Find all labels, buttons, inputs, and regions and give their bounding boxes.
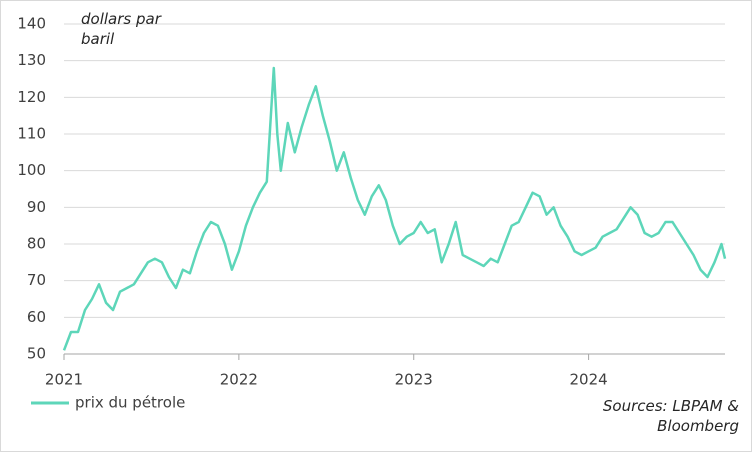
y-tick-label: 100 <box>17 161 46 179</box>
line <box>62 66 727 351</box>
x-tick-label: 2022 <box>220 371 258 389</box>
y-tick-label: 90 <box>27 198 46 216</box>
x-tick-label: 2021 <box>45 371 83 389</box>
y-tick-label: 130 <box>17 51 46 69</box>
legend-label: prix du pétrole <box>75 394 185 412</box>
y-tick-label: 60 <box>27 308 46 326</box>
x-tick-label: 2023 <box>395 371 433 389</box>
y-tick-label: 140 <box>17 15 46 33</box>
y-tick-label: 50 <box>27 345 46 363</box>
y-tick-label: 120 <box>17 88 46 106</box>
source: Sources: LBPAM & Bloomberg <box>602 397 739 435</box>
x-tick-label: 2024 <box>570 371 608 389</box>
y-tick-label: 80 <box>27 235 46 253</box>
y-tick-label: 110 <box>17 125 46 143</box>
unit-label: dollars par baril <box>81 10 161 48</box>
y-tick-label: 70 <box>27 271 46 289</box>
